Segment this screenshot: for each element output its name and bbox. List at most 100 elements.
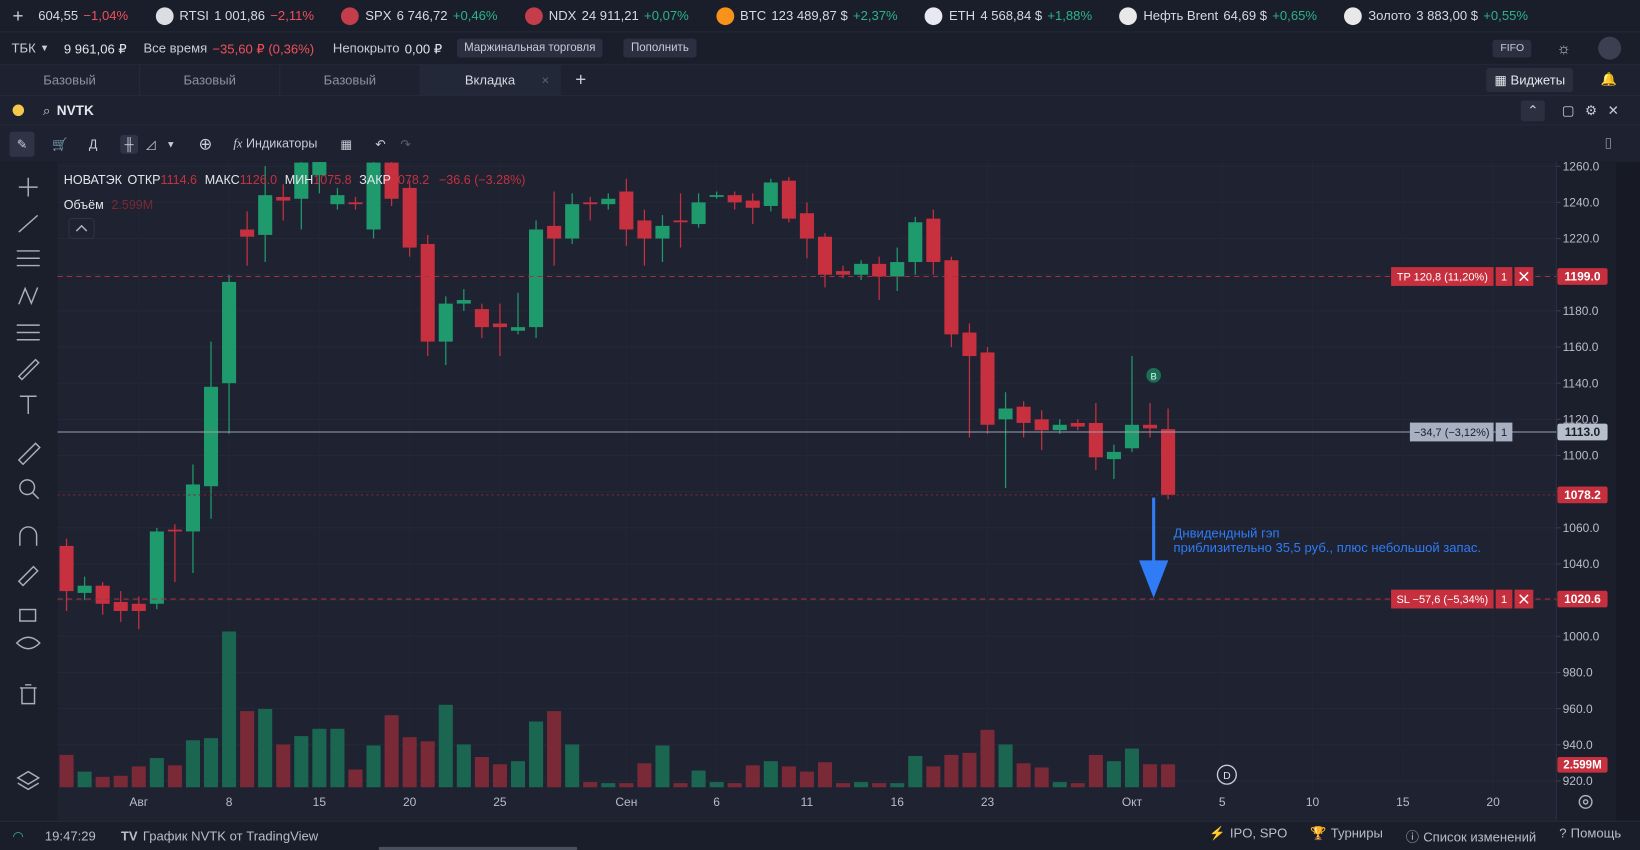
symbol[interactable]: NVTK: [56, 102, 94, 119]
margin-button[interactable]: Маржинальная торговля: [456, 38, 603, 58]
dividend-marker[interactable]: [1216, 764, 1237, 785]
candle-body: [745, 200, 760, 208]
add-ticker[interactable]: +: [12, 4, 24, 26]
notifications[interactable]: 🔔: [1600, 72, 1617, 87]
compare-button[interactable]: ⊕: [198, 135, 213, 154]
ticker-change: +0,65%: [1272, 8, 1317, 24]
volume-bar: [998, 744, 1013, 788]
chart-type-dropdown[interactable]: ▼: [166, 138, 176, 149]
x-tick-label: 20: [403, 795, 417, 809]
order-tag[interactable]: [1409, 422, 1494, 442]
candle-body: [962, 332, 977, 357]
ticker-item[interactable]: NDX 24 911,21 +0,07%: [524, 6, 689, 25]
volume-bar: [962, 752, 977, 788]
zoom-tool[interactable]: [19, 479, 36, 496]
lock-drawing-tool[interactable]: [17, 565, 39, 587]
candle-body: [1052, 424, 1067, 431]
source[interactable]: График NVTK от TradingView: [142, 828, 319, 844]
candle-body: [565, 204, 580, 239]
status-link-icon: 🏆: [1310, 825, 1327, 841]
collapse-panel[interactable]: ⌃: [1521, 99, 1545, 121]
ticker-change: −2,11%: [270, 8, 315, 24]
close-panel[interactable]: ✕: [1607, 101, 1620, 118]
link-color[interactable]: [12, 104, 25, 117]
ticker-icon: [341, 6, 360, 25]
hide-tool[interactable]: [15, 636, 41, 650]
layers-tool[interactable]: [16, 770, 41, 791]
price-level-axis-box: [1557, 590, 1608, 608]
topup-button[interactable]: Пополнить: [623, 38, 697, 58]
magnet-tool[interactable]: [19, 526, 38, 546]
order-tag[interactable]: [1391, 267, 1494, 286]
tab[interactable]: Базовый: [140, 64, 281, 96]
order-qty: 1: [1501, 594, 1507, 606]
candle-body: [926, 218, 941, 263]
screenshot-button[interactable]: ⌷: [1604, 134, 1613, 152]
ticker-item[interactable]: 604,55 −1,04%: [38, 8, 128, 23]
ruler-tool[interactable]: [17, 442, 41, 466]
volume-bar: [1106, 761, 1121, 788]
tab-close[interactable]: ×: [541, 72, 550, 88]
avatar[interactable]: [1598, 36, 1622, 60]
buy-marker[interactable]: [1146, 368, 1161, 383]
indicators-button[interactable]: fx Индикаторы: [233, 136, 317, 152]
tab[interactable]: Базовый: [0, 64, 141, 96]
price-level-axis-box: [1557, 486, 1608, 504]
line-tool[interactable]: [18, 214, 39, 233]
ticker-item[interactable]: SPX 6 746,72 +0,46%: [341, 6, 498, 25]
search-icon[interactable]: ⌕: [42, 101, 51, 118]
tab[interactable]: Базовый: [280, 64, 421, 96]
settings[interactable]: ⚙: [1585, 101, 1598, 118]
widgets-button[interactable]: ▦ Виджеты: [1486, 67, 1574, 93]
candle-body: [149, 531, 164, 604]
crosshair-tool[interactable]: [18, 177, 38, 197]
fib-tool[interactable]: [16, 324, 40, 341]
maximize[interactable]: ▢: [1561, 101, 1575, 118]
candle-body: [619, 191, 634, 230]
legend-collapse[interactable]: [68, 217, 95, 239]
add-tab[interactable]: +: [575, 69, 587, 90]
ticker-item[interactable]: RTSI 1 001,86 −2,11%: [155, 6, 315, 25]
account-name[interactable]: ТБК: [11, 40, 36, 56]
volume-bar: [547, 711, 562, 788]
volume-bar: [240, 711, 255, 788]
brush-tool[interactable]: [17, 358, 40, 381]
account-short[interactable]: Д: [88, 136, 98, 152]
volume-bar: [763, 761, 778, 788]
order-tag[interactable]: [1391, 589, 1494, 609]
chart-toolbar: ✎ 🛒 Д ╫ ◿ ▼ ⊕ fx Индикаторы ▦ ↶ ↷ ⌷: [0, 124, 1640, 163]
ticker-item[interactable]: ETH 4 568,84 $ +1,88%: [924, 6, 1092, 25]
status-link[interactable]: 🏆 Турниры: [1310, 826, 1383, 846]
layout-button[interactable]: ▦: [340, 136, 353, 152]
lock-tool[interactable]: [19, 608, 37, 622]
candles-button[interactable]: ╫: [120, 134, 138, 154]
text-tool[interactable]: [19, 395, 37, 415]
candle-body: [980, 352, 995, 425]
ticker-item[interactable]: Нефть Brent 64,69 $ +0,65%: [1119, 6, 1317, 25]
ticker-name: RTSI: [179, 8, 209, 24]
status-link[interactable]: ⓘ Список изменений: [1406, 826, 1536, 846]
area-button[interactable]: ◿: [146, 136, 156, 152]
ticker-item[interactable]: BTC 123 489,87 $ +2,37%: [715, 6, 898, 25]
legend-change: −36.6 (−3.28%): [439, 173, 525, 187]
candle-body: [1106, 451, 1121, 460]
tv-logo: TV: [120, 828, 138, 844]
draw-button[interactable]: ✎: [9, 131, 35, 157]
status-link[interactable]: ? Помощь: [1559, 826, 1621, 846]
redo-button[interactable]: ↷: [400, 136, 411, 152]
x-tick-label: 6: [713, 795, 720, 809]
theme-toggle[interactable]: ☼: [1556, 39, 1571, 57]
scrollbar[interactable]: [378, 846, 578, 850]
settings-icon[interactable]: [1578, 794, 1593, 809]
order-button[interactable]: 🛒: [52, 136, 68, 152]
candle-body: [348, 202, 363, 205]
pattern-tool[interactable]: [18, 286, 39, 306]
status-link[interactable]: ⚡ IPO, SPO: [1209, 826, 1287, 846]
order-qty: 1: [1501, 427, 1507, 439]
undo-button[interactable]: ↶: [375, 136, 386, 152]
fifo-button[interactable]: FIFO: [1493, 39, 1532, 57]
tab[interactable]: Вкладка ×: [420, 64, 561, 96]
delete-tool[interactable]: [19, 684, 37, 705]
ticker-item[interactable]: Золото 3 883,00 $ +0,55%: [1344, 6, 1528, 25]
parallel-tool[interactable]: [16, 250, 40, 267]
